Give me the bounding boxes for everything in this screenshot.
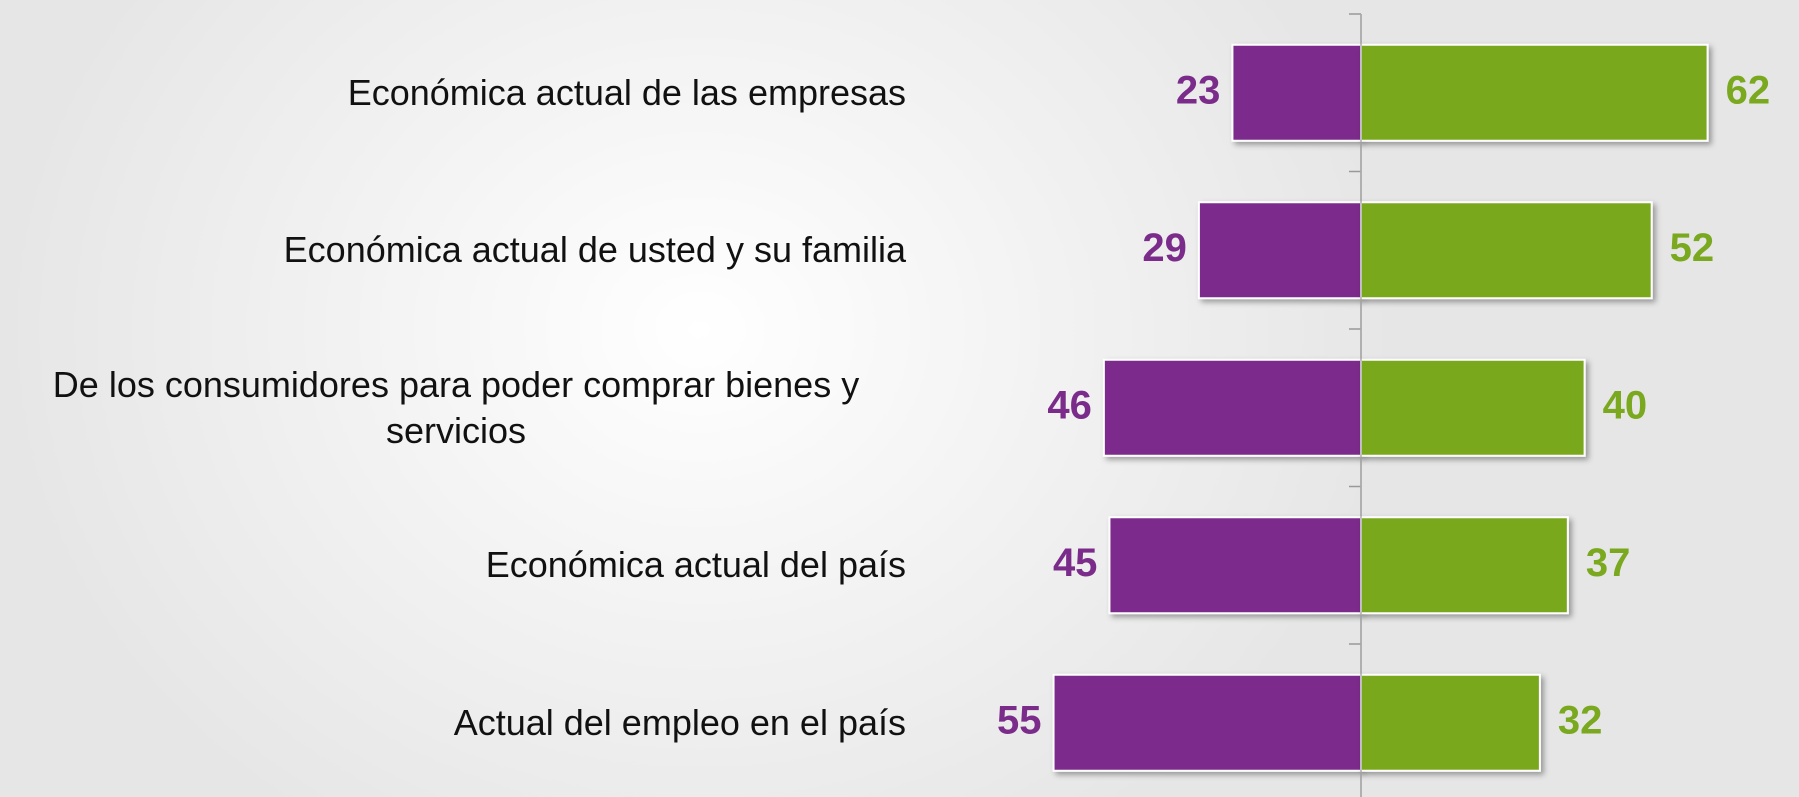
value-label: 55	[997, 698, 1042, 742]
bar	[1360, 673, 1541, 772]
category-label: Económica actual de usted y su familia	[283, 229, 906, 271]
bar	[1231, 43, 1363, 142]
bar	[1052, 673, 1363, 772]
bar	[1102, 358, 1362, 457]
value-label: 62	[1726, 68, 1771, 112]
category-label: Económica actual del país	[485, 544, 906, 586]
value-label: 45	[1053, 541, 1098, 585]
value-label: 40	[1603, 383, 1648, 427]
bar	[1360, 358, 1586, 457]
value-label: 23	[1176, 68, 1221, 112]
bar	[1360, 43, 1709, 142]
value-label: 32	[1558, 698, 1603, 742]
value-label: 52	[1670, 226, 1715, 270]
value-label: 46	[1047, 383, 1092, 427]
bar	[1360, 201, 1653, 300]
category-label: Económica actual de las empresas	[347, 71, 906, 113]
bar	[1197, 201, 1363, 300]
value-label: 37	[1586, 541, 1631, 585]
category-label: Actual del empleo en el país	[453, 701, 906, 743]
bar	[1360, 516, 1569, 615]
bar	[1108, 516, 1362, 615]
value-label: 29	[1142, 226, 1187, 270]
category-label: De los consumidores para poder comprar b…	[52, 363, 860, 451]
